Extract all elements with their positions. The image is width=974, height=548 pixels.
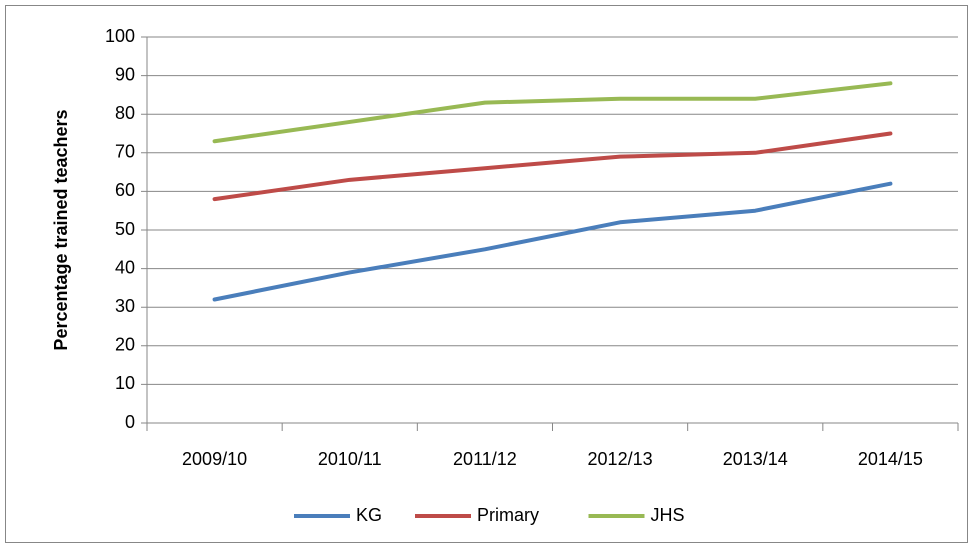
legend-label: JHS — [651, 505, 685, 525]
y-tick-label: 60 — [115, 180, 135, 200]
y-tick-label: 0 — [125, 412, 135, 432]
y-axis-label: Percentage trained teachers — [51, 109, 71, 350]
x-tick-label: 2011/12 — [453, 449, 517, 469]
y-tick-label: 50 — [115, 219, 135, 239]
series-line — [212, 131, 893, 202]
legend-label: KG — [356, 505, 382, 525]
series-line — [212, 81, 893, 144]
y-tick-label: 70 — [115, 142, 135, 162]
x-tick-label: 2014/15 — [858, 449, 923, 469]
y-tick-label: 90 — [115, 64, 135, 84]
y-tick-label: 40 — [115, 257, 135, 277]
y-tick-label: 30 — [115, 296, 135, 316]
x-tick-label: 2012/13 — [588, 449, 653, 469]
y-tick-label: 80 — [115, 103, 135, 123]
x-tick-label: 2013/14 — [723, 449, 788, 469]
x-tick-label: 2009/10 — [182, 449, 247, 469]
legend-label: Primary — [477, 505, 539, 525]
y-tick-label: 100 — [105, 26, 135, 46]
x-tick-label: 2010/11 — [318, 449, 382, 469]
y-tick-label: 20 — [115, 335, 135, 355]
chart-border — [5, 5, 968, 543]
series-line — [212, 181, 893, 302]
y-tick-label: 10 — [115, 373, 135, 393]
